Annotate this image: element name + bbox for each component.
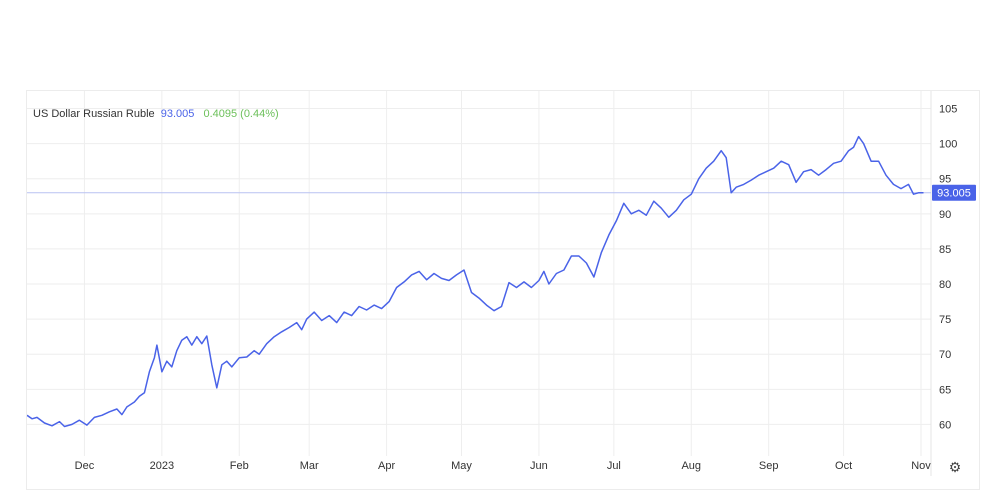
y-tick-label: 65	[939, 384, 951, 396]
legend-instrument-name: US Dollar Russian Ruble	[33, 108, 155, 120]
y-tick-label: 95	[939, 174, 951, 186]
y-tick-label: 80	[939, 279, 951, 291]
price-chart: 60 65 70 75 80 85 90 95 100 105 Dec 2023 Feb Mar Apr Ma…	[27, 91, 976, 476]
last-value-badge	[932, 184, 976, 201]
x-tick-label: Sep	[759, 460, 779, 472]
y-tick-label: 75	[939, 314, 951, 326]
chart-frame: 60 65 70 75 80 85 90 95 100 105 Dec 2023 Feb Mar Apr Ma…	[26, 90, 980, 490]
x-tick-label: May	[451, 460, 472, 472]
x-tick-label: Feb	[230, 460, 249, 472]
x-tick-label: Oct	[835, 460, 852, 472]
gear-icon[interactable]: ⚙	[948, 459, 962, 475]
y-tick-label: 90	[939, 209, 951, 221]
y-tick-label: 70	[939, 349, 951, 361]
y-tick-label: 60	[939, 419, 951, 431]
x-tick-label: Jun	[530, 460, 548, 472]
x-tick-label: 2023	[150, 460, 174, 472]
x-tick-label: Apr	[378, 460, 395, 472]
y-tick-label: 85	[939, 244, 951, 256]
legend: US Dollar Russian Ruble 93.005 0.4095 (0…	[33, 108, 279, 120]
last-value-badge-label: 93.005	[937, 188, 971, 200]
x-tick-label: Nov	[911, 460, 931, 472]
x-tick-label: Aug	[681, 460, 701, 472]
x-tick-label: Dec	[75, 460, 95, 472]
x-tick-label: Mar	[300, 460, 319, 472]
y-tick-label: 100	[939, 139, 957, 151]
y-tick-label: 105	[939, 104, 957, 116]
series-line	[27, 135, 924, 428]
legend-last-value: 93.005	[160, 108, 195, 120]
legend-change: 0.4095 (0.44%)	[203, 108, 279, 120]
x-tick-label: Jul	[607, 460, 621, 472]
